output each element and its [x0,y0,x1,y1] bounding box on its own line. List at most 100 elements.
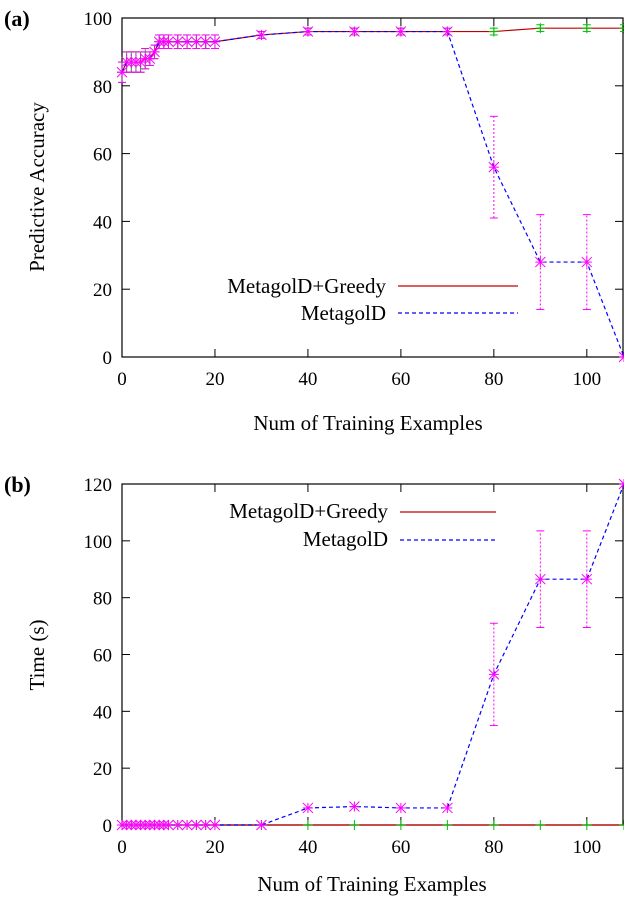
panel-b-metagold-point [181,819,193,831]
panel-a-metagold-point [488,161,500,173]
panel-a-x-tick-label: 0 [117,369,127,390]
panel-a-y-tick-label: 80 [93,77,112,98]
panel-b-x-tick-label: 100 [573,837,602,858]
panel-b-metagold-point [395,802,407,814]
panel-a-x-tick-label: 80 [484,369,503,390]
panel-b-legend: MetagolD+Greedy MetagolD [229,499,496,551]
panel-b-time-chart: (b) 0 20 40 60 80 100 120 0 20 40 60 80 100 MetagolD… [4,472,624,896]
panel-b-y-tick-label: 20 [93,759,112,780]
panel-a-accuracy-chart: (a) 0 20 40 60 80 100 0 20 40 60 80 100 MetagolD+Gr… [4,6,624,435]
panel-a-metagold-errorbar [164,34,173,50]
panel-b-legend-label-greedy: MetagolD+Greedy [229,499,388,523]
panel-a-metagold-point [256,29,267,41]
panel-a-legend: MetagolD+Greedy MetagolD [227,274,518,325]
panel-a-series-layer [116,23,624,363]
panel-a-metagold-point [149,46,160,58]
panel-a-metagold-point [191,36,202,48]
panel-a-y-tick-label: 20 [93,280,112,301]
panel-b-legend-label-metagold: MetagolD [303,527,388,551]
panel-b-metagold-point [209,819,221,831]
panel-a-x-tick-label: 60 [391,369,410,390]
panel-b-series-layer [116,478,624,831]
panel-b-greedy-point [442,820,453,830]
panel-a-metagold-errorbar [183,34,192,50]
panel-a-y-axis-label: Predictive Accuracy [25,102,49,272]
panel-a-metagold-point [349,26,360,37]
panel-b-metagold-point [200,819,212,831]
panel-b-greedy-point [619,820,624,830]
panel-a-metagold-errorbar [173,34,182,50]
panel-b-metagold-errorbar [489,622,498,727]
panel-a-greedy-point [488,26,499,37]
panel-a-y-tick-label: 40 [93,212,112,233]
panel-a-metagold-errorbar [582,214,591,311]
panel-a-metagold-point [581,256,593,268]
panel-b-greedy-point [581,820,592,830]
panel-a-metagold-point [144,53,156,65]
panel-a-legend-label-greedy: MetagolD+Greedy [227,274,386,298]
panel-b-y-tick-label: 40 [93,702,112,723]
panel-a-y-tick-label: 60 [93,145,112,166]
panel-a-plot-frame [121,17,624,358]
panel-b-metagold-point [581,573,593,585]
panel-a-greedy-point [535,23,546,34]
panel-a-x-tick-label: 40 [298,369,317,390]
panel-a-series-metagold [116,26,624,363]
panel-b-metagold-point [534,573,546,585]
panel-b-greedy-point [395,820,406,830]
panel-a-y-tick-label: 100 [84,9,113,30]
panel-a-y-tick-label: 0 [103,348,113,369]
panel-a-metagold-point [618,351,624,363]
panel-b-metagold-point [191,819,202,831]
panel-a-metagold-point [116,66,128,78]
panel-a-metagold-point [534,256,546,268]
panel-a-x-tick-label: 100 [573,369,602,390]
panel-b-metagold-point [349,801,360,812]
panel-a-metagold-errorbar [136,51,145,73]
panel-a-metagold-point [395,26,407,37]
panel-a-metagold-point [181,36,193,48]
panel-a-axes: 0 20 40 60 80 100 0 20 40 60 80 100 [84,9,624,390]
panel-b-x-tick-label: 40 [298,837,317,858]
panel-a-legend-label-metagold: MetagolD [301,301,386,325]
panel-b-greedy-point [488,820,499,830]
panel-b-x-tick-label: 60 [391,837,410,858]
panel-a-greedy-point [619,23,624,34]
panel-b-metagold-point [163,819,174,831]
panel-b-y-tick-label: 80 [93,589,112,610]
panel-a-metagold-errorbar [489,115,498,219]
panel-a-metagold-errorbar [210,34,219,50]
panel-b-greedy-point [349,820,360,830]
panel-b-greedy-point [302,820,313,830]
panel-a-metagold-point [302,26,314,37]
panel-b-series-metagold [116,478,624,831]
panel-b-metagold-point [256,819,267,831]
panel-b-x-tick-label: 0 [117,837,127,858]
panel-a-metagold-point [209,36,221,48]
panel-a-metagold-errorbar [201,34,210,50]
panel-a-greedy-errorbar [620,24,624,33]
panel-b-y-tick-label: 0 [103,816,113,837]
panel-a-metagold-point [163,36,174,48]
panel-b-y-tick-label: 120 [84,475,113,496]
panel-a-x-axis-label: Num of Training Examples [253,411,482,435]
panel-b-metagold-point [302,802,314,814]
panel-b-y-axis-label: Time (s) [25,620,49,691]
panel-b-y-tick-label: 100 [84,532,113,553]
panel-a-metagold-point [172,36,184,48]
panel-a-metagold-errorbar [536,214,545,311]
panel-b-metagold-point [488,669,500,680]
panel-b-greedy-point [535,820,546,830]
panel-b-label: (b) [4,472,31,497]
panel-a-x-tick-label: 20 [205,369,224,390]
panel-a-metagold-point [200,36,212,48]
panel-b-x-tick-label: 20 [205,837,224,858]
panel-a-greedy-point [581,23,592,34]
panel-b-axes: 0 20 40 60 80 100 120 0 20 40 60 80 100 [84,475,624,858]
panel-b-metagold-point [172,819,184,831]
panel-b-metagold-point [442,802,453,814]
panel-a-metagold-errorbar [141,48,150,70]
panel-b-y-tick-label: 60 [93,646,112,667]
panel-a-label: (a) [4,6,30,31]
